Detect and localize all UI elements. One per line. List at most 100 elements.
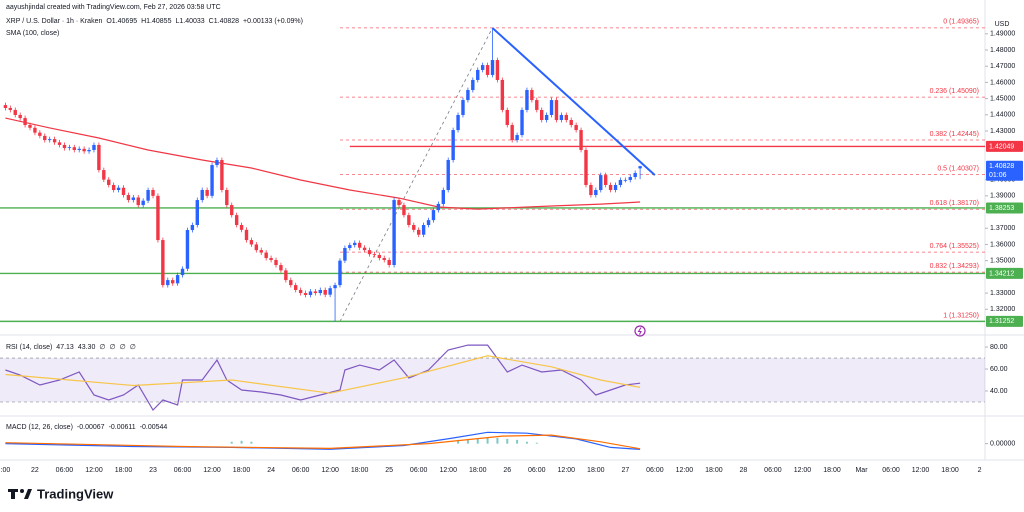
candle-body [362,247,367,251]
candle-body [274,260,278,266]
legend: XRP / U.S. Dollar · 1h · Kraken O1.40695 H… [6,18,303,25]
candle-body [161,240,165,286]
x-tick-label: 18:00 [351,467,369,474]
candle-body [416,229,421,235]
candle-body [244,229,249,241]
candle-body [328,288,332,295]
candle-body [441,190,445,204]
candle-body [594,190,598,196]
candle-body [377,254,382,259]
candle-body [43,135,47,141]
histogram-bar [250,441,253,444]
x-tick-label: 12:00 [203,467,221,474]
candle-body [436,203,441,211]
candle-body [185,230,190,269]
candle-body [421,225,426,235]
candle-body [269,258,273,260]
candle-body [47,139,52,141]
y-tick-label: 1.49000 [990,31,1015,38]
legend-title: XRP / U.S. Dollar · 1h · Kraken [6,18,102,25]
candle-body [515,135,519,141]
x-tick-label: 18:00 [233,467,251,474]
legend-series: SMA (100, close) [6,30,59,37]
candle-body [540,109,544,120]
candle-body [603,175,608,185]
x-tick-label: 2 [978,467,982,474]
candle-body [348,245,352,249]
legend-title: RSI (14, close) [6,344,52,351]
candle-body [549,100,554,115]
candle-body [535,100,539,110]
candle-body [234,215,239,225]
candle-body [33,127,37,133]
price-tag-label: 1.34212 [989,270,1014,277]
legend-value: L1.40033 [175,18,204,25]
candle-body [505,109,509,126]
candle-body [97,144,101,171]
candle-body [353,242,357,246]
candle-body [520,109,524,136]
candle-body [82,148,86,152]
candle-body [510,125,514,141]
candle-body [121,187,126,196]
y-tick-label: 1.39000 [990,193,1015,200]
candle-body [259,250,263,253]
candle-body [146,190,150,201]
candle-body [490,60,495,75]
candle-body [210,165,214,196]
x-tick-label: 18:00 [587,467,605,474]
fib-label: 0.5 (1.40307) [937,165,979,172]
x-tick-label: 28 [740,467,748,474]
candle-body [28,125,32,128]
credit: aayushjindal created with TradingView.co… [6,4,221,11]
candle-body [530,90,534,101]
alert-icon [634,325,646,337]
x-tick-label: 22 [31,467,39,474]
candle-body [476,69,480,80]
fib-label: 0.382 (1.42445) [930,131,979,138]
histogram-bar [230,441,233,444]
candle-body [200,190,204,201]
x-tick-label: 12:00 [439,467,457,474]
histogram-bar [476,437,479,444]
candle-body [544,114,549,120]
candle-body [382,258,386,260]
legend-value: ∅ [120,344,126,351]
x-tick-label: 18:00 [705,467,723,474]
x-tick-label: 06:00 [646,467,664,474]
legend-value: ∅ [99,344,105,351]
x-tick-label: 06:00 [882,467,900,474]
candle-body [623,179,628,181]
candle-body [446,160,450,190]
candle-body [38,132,42,136]
x-tick-label: 06:00 [174,467,192,474]
legend-value: 43.30 [78,344,96,351]
y-tick-label: 1.47000 [990,63,1015,70]
price-pane [0,27,985,323]
candle-body [338,260,342,286]
candle-body [613,184,618,190]
x-tick-label: 06:00 [56,467,74,474]
candle-body [166,280,170,286]
x-tick-label: 18:00 [823,467,841,474]
x-tick-label: 25 [385,467,393,474]
candle-body [180,268,185,276]
legend-value: 47.13 [56,344,74,351]
candle-body [456,114,460,131]
candle-body [190,225,195,231]
legend-value: O1.40695 [106,18,137,25]
candle-body [323,289,327,295]
candle-body [333,285,337,289]
x-tick-label: 06:00 [410,467,428,474]
candle-body [87,149,91,152]
price-tag-label: 1.31252 [989,318,1014,325]
fib-label: 0 (1.49365) [943,19,979,26]
price-tag [986,267,1023,279]
y-tick-label: 1.43000 [990,128,1015,135]
candle-body [170,280,175,284]
y-tick-label: 1.35000 [990,257,1015,264]
candle-body [480,65,485,70]
x-tick-label: 18:00 [469,467,487,474]
